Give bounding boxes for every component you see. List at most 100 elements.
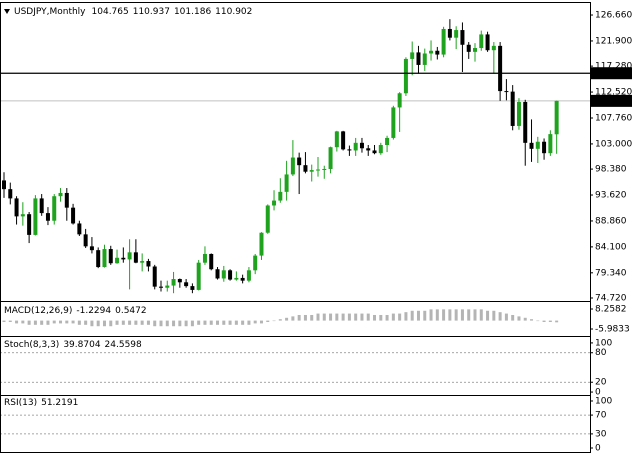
- candle-body: [435, 50, 440, 55]
- y-tick-label: 126.660: [595, 11, 632, 21]
- grid-layer: [0, 100, 590, 435]
- candle-body: [8, 189, 13, 199]
- macd-bar: [329, 313, 333, 321]
- macd-bar: [46, 320, 50, 325]
- macd-bar: [391, 313, 395, 321]
- macd-bar: [366, 313, 370, 321]
- candle-body: [454, 30, 459, 38]
- price-label: 110.902: [594, 96, 631, 106]
- macd-bar: [8, 320, 12, 323]
- candle-body: [328, 147, 333, 169]
- candle-body: [115, 257, 120, 264]
- candle-body: [466, 44, 471, 52]
- candle-body: [259, 232, 264, 256]
- candle-body: [209, 253, 214, 270]
- indicator-name: Stoch(8,3,3): [4, 340, 59, 350]
- macd-bar: [178, 320, 182, 327]
- macd-bar: [159, 320, 163, 327]
- macd-bar: [109, 320, 113, 327]
- header-close: 110.902: [215, 7, 252, 17]
- macd-bar: [297, 314, 301, 321]
- y-tick-label: 107.760: [595, 113, 632, 123]
- rsi-header: RSI(13) 51.2191: [4, 398, 78, 408]
- indicator-value: 0.5472: [115, 306, 147, 316]
- macd-bar: [222, 320, 226, 325]
- macd-bar: [172, 320, 176, 327]
- macd-bar: [65, 320, 69, 324]
- symbol: USDJPY,Monthly: [14, 7, 86, 17]
- candle-body: [416, 52, 421, 65]
- candle-body: [165, 285, 170, 288]
- candle-body: [504, 91, 509, 93]
- macd-bar: [473, 309, 477, 321]
- macd-bar: [536, 320, 540, 322]
- mark-layer: [0, 19, 590, 327]
- candle-body: [447, 28, 452, 38]
- macd-bar: [216, 320, 220, 325]
- y-tick-label: 0: [595, 444, 601, 454]
- macd-bar: [52, 320, 56, 324]
- y-tick-label: 103.000: [595, 139, 632, 149]
- candle-body: [498, 45, 503, 92]
- macd-bar: [184, 320, 188, 327]
- macd-bar: [555, 320, 559, 323]
- macd-bar: [33, 320, 37, 325]
- candle-body: [410, 52, 415, 59]
- candle-body: [140, 261, 145, 263]
- candle-body: [253, 255, 258, 271]
- macd-bar: [21, 320, 25, 324]
- macd-bar: [310, 314, 314, 321]
- y-tick-label: 112.520: [595, 88, 632, 98]
- macd-bar: [398, 313, 402, 321]
- macd-bar: [102, 320, 106, 327]
- y-tick-label: -5.9833: [595, 325, 630, 335]
- candle-body: [20, 214, 25, 217]
- macd-bar: [247, 320, 251, 325]
- macd-bar: [197, 320, 201, 325]
- macd-bar: [335, 313, 339, 321]
- candle-body: [422, 53, 427, 65]
- macd-bar: [341, 313, 345, 321]
- macd-bar: [278, 319, 282, 321]
- candle-body: [108, 249, 113, 264]
- macd-bar: [442, 309, 446, 321]
- candle-body: [45, 213, 50, 221]
- candle-body: [152, 266, 157, 287]
- y-tick-label: 20: [595, 378, 607, 388]
- macd-bar: [146, 320, 150, 325]
- candle-body: [265, 205, 270, 233]
- indicator-name: MACD(12,26,9): [4, 306, 72, 316]
- candle-body: [272, 200, 277, 206]
- candle-body: [290, 157, 295, 175]
- macd-bar: [354, 313, 358, 321]
- macd-bar: [128, 320, 132, 325]
- candle-body: [510, 91, 515, 126]
- candle-body: [58, 192, 63, 197]
- macd-bar: [429, 309, 433, 321]
- candle-body: [39, 198, 44, 214]
- candle-body: [372, 150, 377, 154]
- macd-bar: [416, 310, 420, 321]
- candle-body: [83, 234, 88, 247]
- candle-body: [240, 277, 245, 281]
- indicator-value: 24.5598: [105, 340, 142, 350]
- candle-body: [284, 174, 289, 192]
- macd-bar: [115, 320, 119, 325]
- y-tick-label: 100: [595, 338, 612, 348]
- candle-body: [316, 169, 320, 171]
- macd-bar: [59, 320, 63, 324]
- macd-bar: [234, 320, 238, 325]
- candle-body: [27, 214, 32, 235]
- macd-bar: [121, 320, 125, 325]
- macd-bar: [404, 312, 408, 321]
- macd-bar: [448, 309, 452, 321]
- candle-body: [523, 101, 528, 143]
- stoch-header: Stoch(8,3,3) 39.8704 24.5598: [4, 340, 142, 350]
- candle-body: [322, 168, 327, 170]
- y-tick-label: 121.900: [595, 36, 632, 46]
- candle-body: [297, 157, 302, 166]
- macd-bar: [253, 320, 257, 324]
- macd-bar: [454, 309, 458, 321]
- macd-bar: [241, 320, 245, 325]
